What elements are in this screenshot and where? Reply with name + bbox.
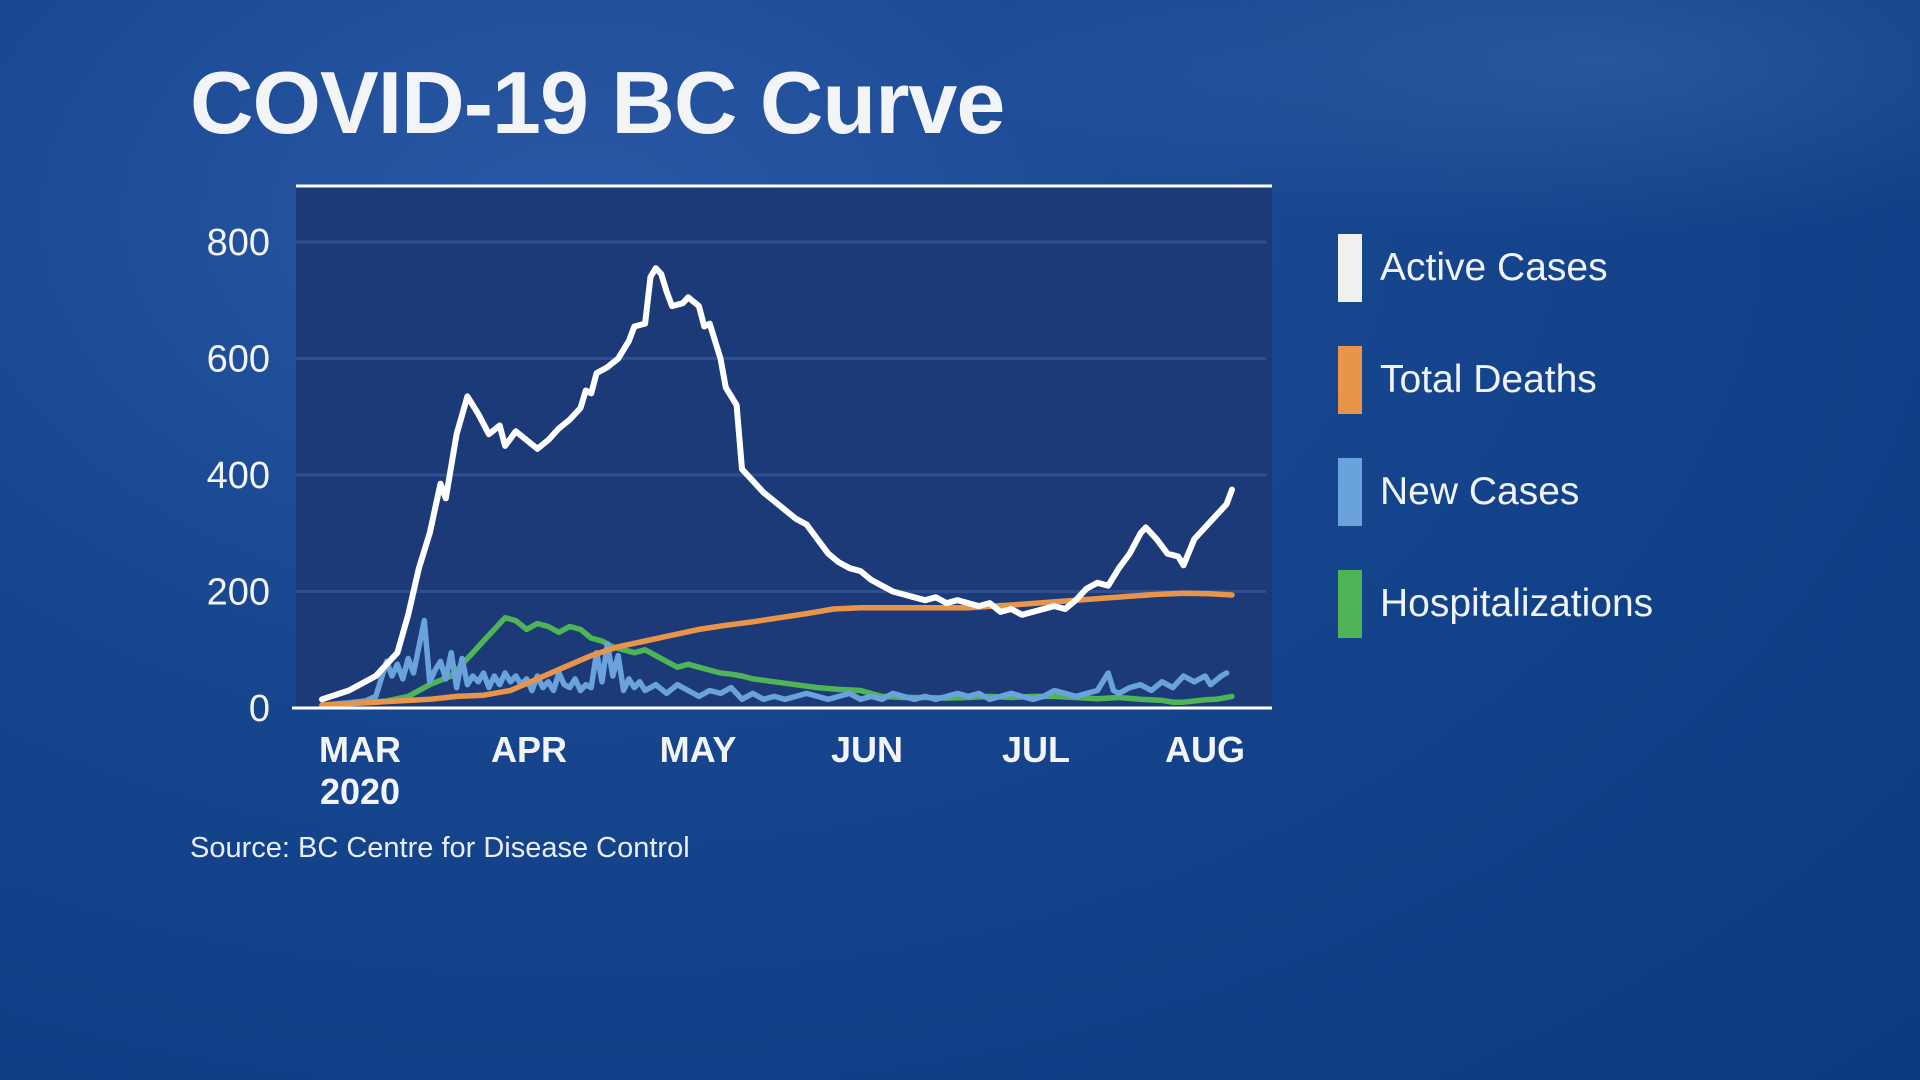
series-line-total-deaths xyxy=(319,590,1235,708)
chart-legend: Active Cases Total Deaths New Cases Hosp… xyxy=(1338,232,1898,680)
series-line-new-cases xyxy=(319,617,1230,708)
legend-item-active-cases: Active Cases xyxy=(1338,232,1898,302)
series-line-active-cases xyxy=(319,265,1235,703)
x-tick-label-may: MAY xyxy=(660,729,737,770)
x-tick-label-jul: JUL xyxy=(1002,729,1070,770)
x-tick-sublabel-year: 2020 xyxy=(320,771,400,812)
legend-swatch-hospitalizations xyxy=(1338,570,1362,638)
legend-item-new-cases: New Cases xyxy=(1338,456,1898,526)
x-tick-label-aug: AUG xyxy=(1165,729,1245,770)
y-tick-label-800: 800 xyxy=(207,222,270,264)
legend-label-hospitalizations: Hospitalizations xyxy=(1380,582,1654,625)
x-tick-label-jun: JUN xyxy=(831,729,903,770)
x-tick-label-apr: APR xyxy=(491,729,567,770)
y-tick-label-200: 200 xyxy=(207,572,270,614)
legend-label-active-cases: Active Cases xyxy=(1380,246,1608,289)
legend-swatch-total-deaths xyxy=(1338,346,1362,414)
legend-item-hospitalizations: Hospitalizations xyxy=(1338,568,1898,638)
legend-label-new-cases: New Cases xyxy=(1380,470,1580,513)
y-axis-ticks: 0 200 400 600 800 xyxy=(207,222,270,730)
legend-label-total-deaths: Total Deaths xyxy=(1380,358,1597,401)
chart-grid xyxy=(296,240,1266,593)
x-tick-label-mar: MAR xyxy=(319,729,401,770)
legend-item-total-deaths: Total Deaths xyxy=(1338,344,1898,414)
y-tick-label-0: 0 xyxy=(249,688,270,730)
series-line-hospitalizations xyxy=(319,614,1235,708)
legend-swatch-active-cases xyxy=(1338,234,1362,302)
y-tick-label-400: 400 xyxy=(207,455,270,497)
page-title: COVID-19 BC Curve xyxy=(190,53,1005,152)
y-tick-label-600: 600 xyxy=(207,339,270,381)
chart-series xyxy=(319,265,1235,708)
plot-background xyxy=(296,186,1272,708)
legend-swatch-new-cases xyxy=(1338,458,1362,526)
source-note: Source: BC Centre for Disease Control xyxy=(190,832,690,864)
